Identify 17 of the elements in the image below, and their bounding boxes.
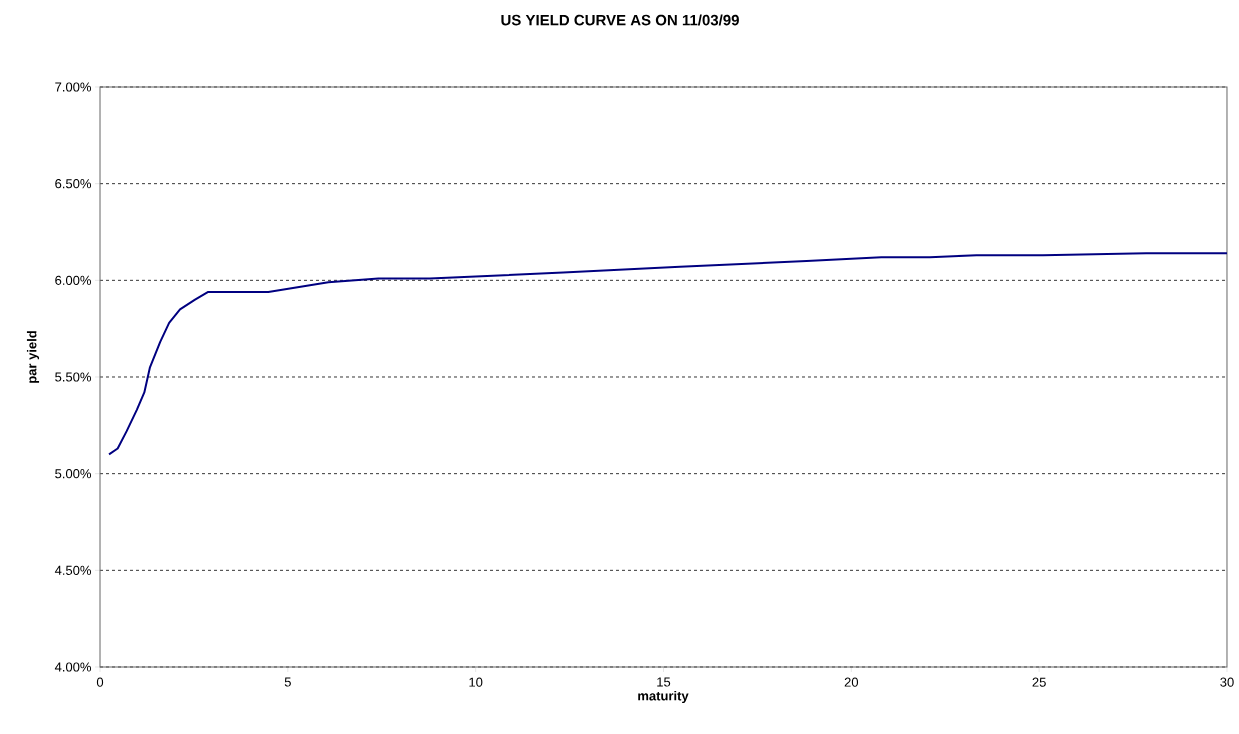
x-tick-label: 30 — [1220, 677, 1234, 687]
y-axis-title: par yield — [26, 331, 40, 383]
y-tick-label: 5.50% — [55, 372, 92, 382]
x-tick-label: 15 — [657, 677, 671, 687]
x-tick-label: 5 — [284, 677, 291, 687]
y-tick-label: 4.50% — [54, 565, 92, 575]
y-tick-label: 6.00% — [55, 275, 92, 285]
y-tick-label: 6.50% — [55, 179, 92, 189]
x-tick-label: 10 — [469, 677, 483, 687]
y-tick-label: 4.00% — [54, 662, 92, 672]
y-tick-label: 5.00% — [55, 469, 92, 479]
x-tick-label: 25 — [1032, 677, 1046, 687]
x-axis-title: maturity — [638, 690, 689, 704]
x-tick-label: 20 — [844, 677, 859, 687]
x-tick-label: 0 — [96, 677, 104, 687]
chart-title: US YIELD CURVE AS ON 11/03/99 — [501, 14, 739, 26]
y-tick-label: 7.00% — [55, 82, 92, 92]
